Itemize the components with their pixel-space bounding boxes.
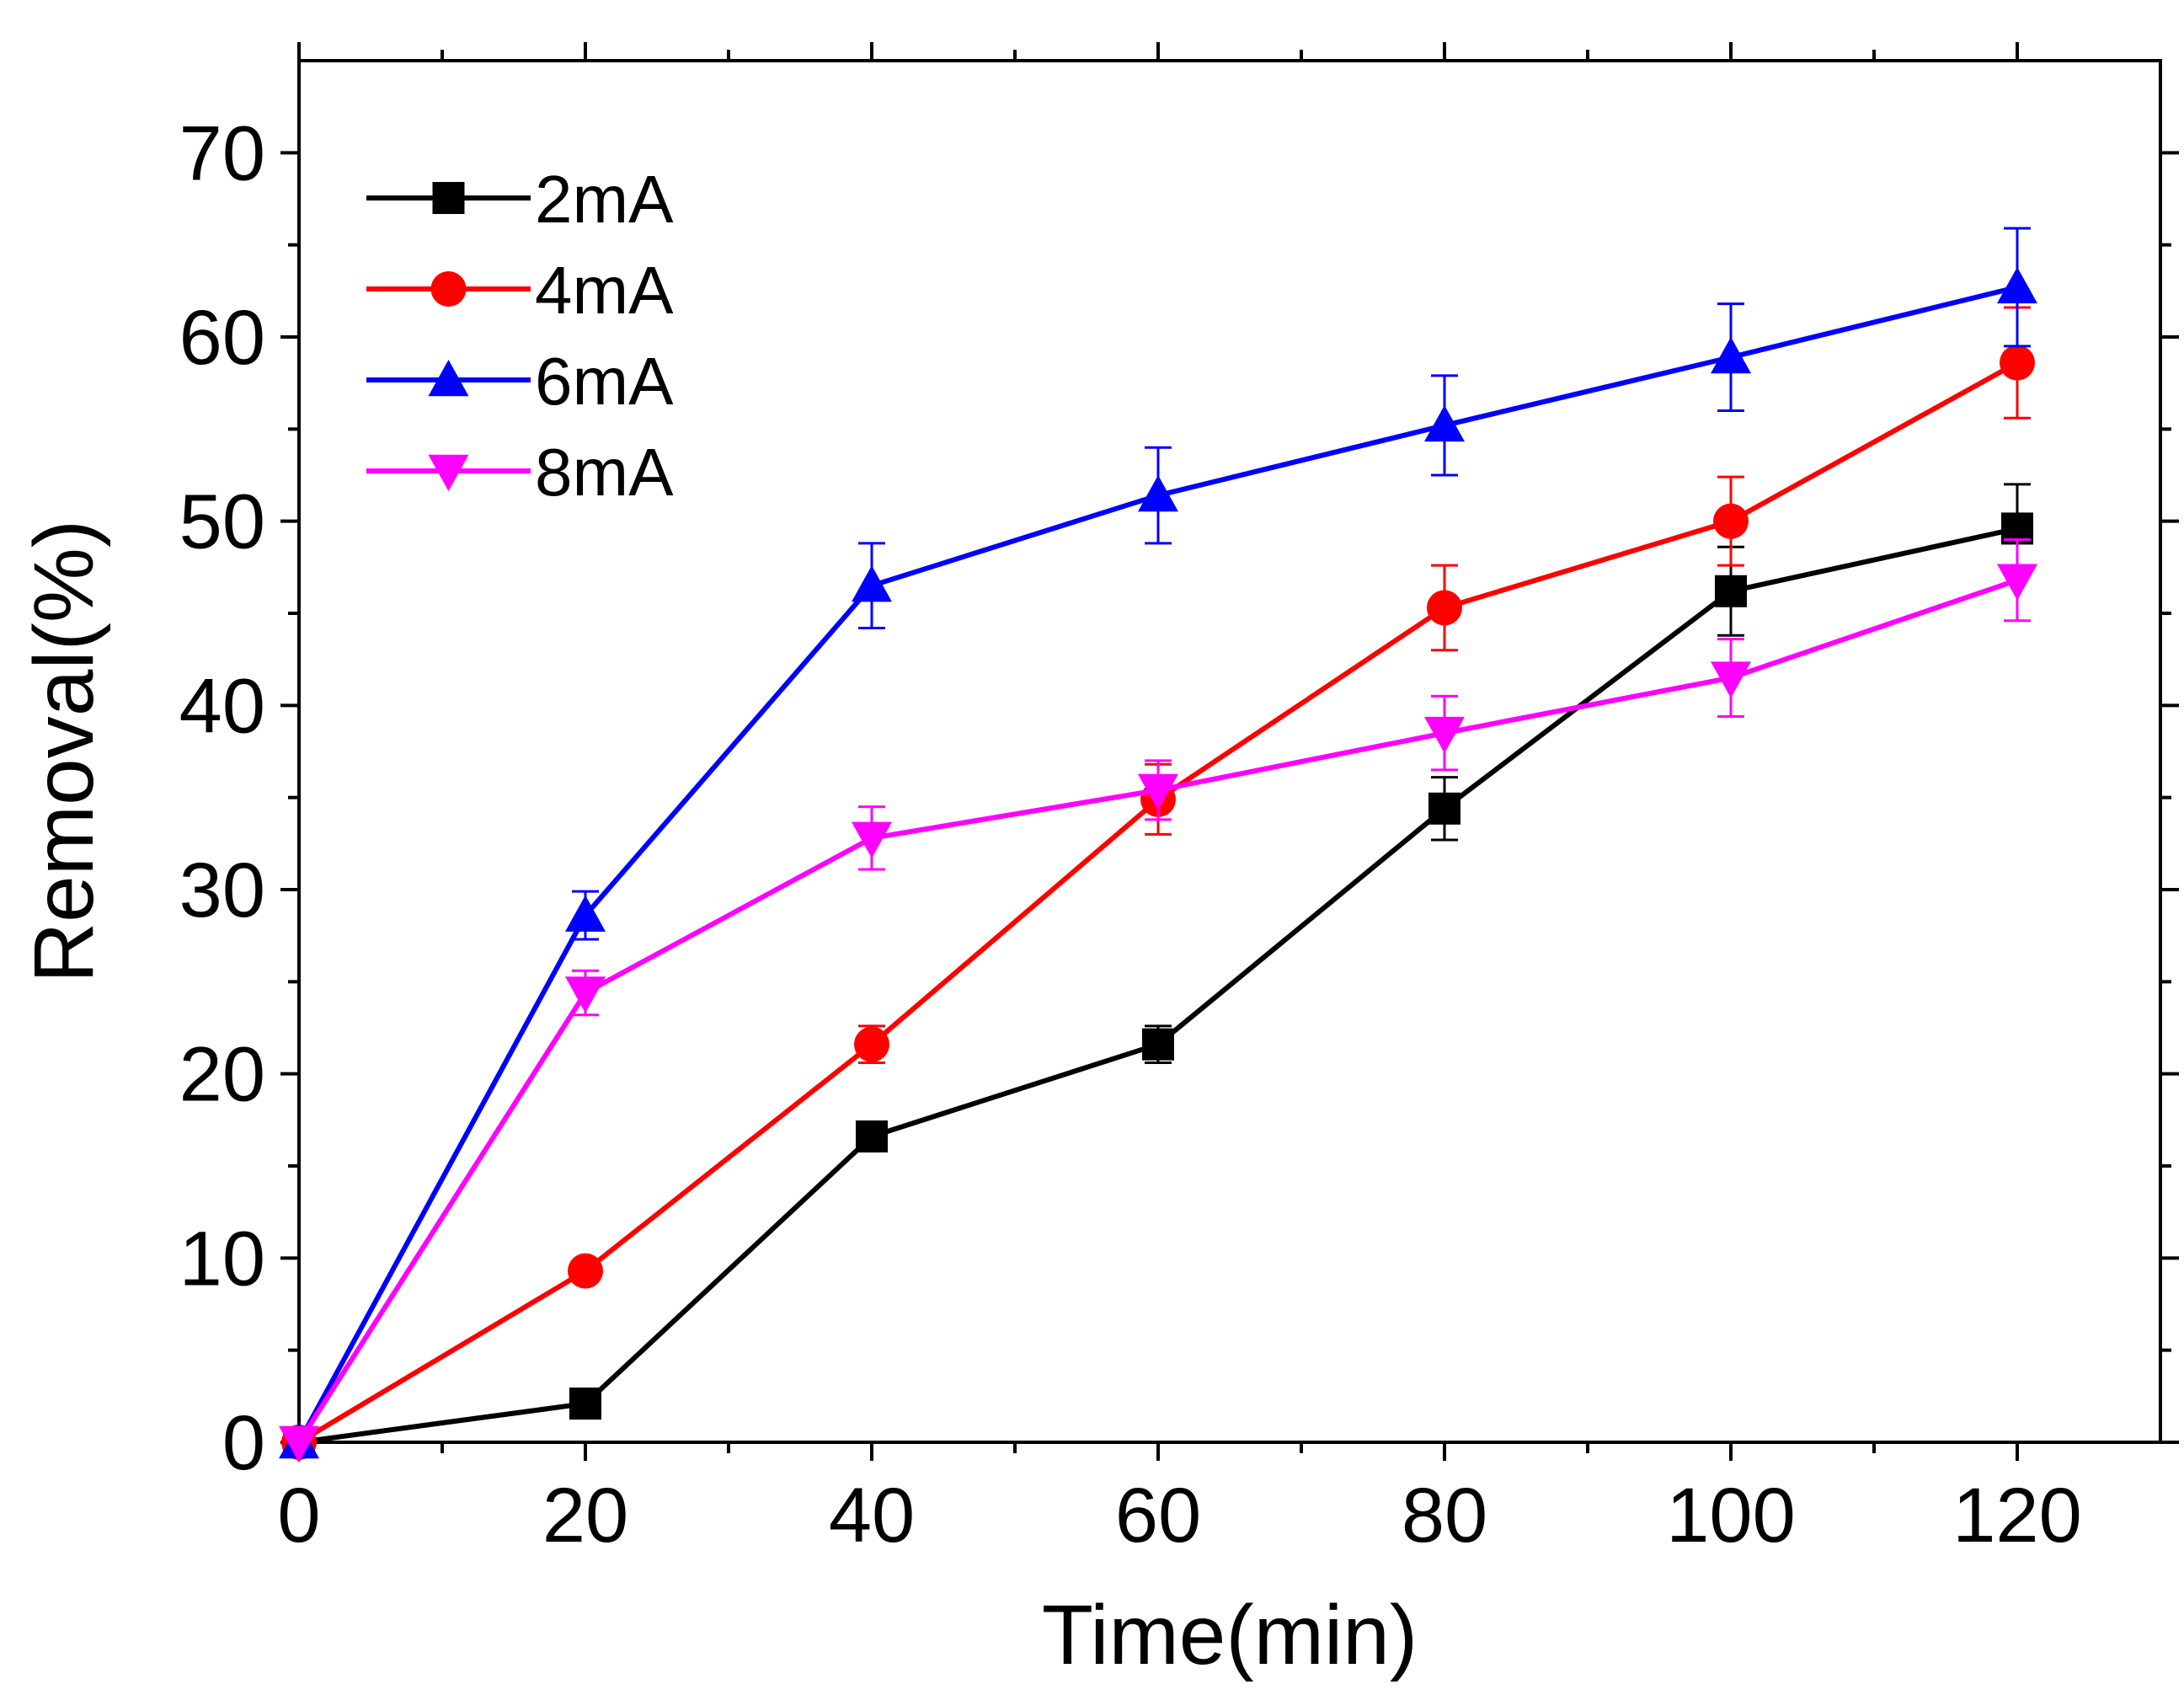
data-point <box>856 1120 888 1153</box>
data-point <box>852 821 892 858</box>
series-layer <box>279 227 2037 1462</box>
series-6mA <box>279 227 2037 1459</box>
legend-label: 4mA <box>535 253 674 328</box>
y-tick-label: 30 <box>179 848 265 933</box>
data-point <box>1138 773 1178 810</box>
data-point <box>854 1026 889 1062</box>
y-tick-label: 40 <box>179 663 265 749</box>
legend-label: 2mA <box>535 162 674 237</box>
legend-marker <box>432 182 465 214</box>
legend-marker <box>428 360 469 397</box>
x-tick-label: 20 <box>542 1473 628 1559</box>
data-point <box>1138 475 1178 512</box>
series-line <box>296 577 2018 1444</box>
legend-item: 2mA <box>366 162 674 237</box>
y-tick-label: 0 <box>222 1400 265 1486</box>
x-tick-label: 40 <box>829 1473 915 1559</box>
y-tick-label: 50 <box>179 479 265 565</box>
y-tick-label: 20 <box>179 1032 265 1118</box>
data-point <box>1427 590 1462 626</box>
x-tick-label: 0 <box>277 1473 320 1559</box>
data-point <box>1142 1028 1174 1061</box>
legend-marker <box>430 271 467 307</box>
legend-item: 8mA <box>366 435 674 510</box>
legend-label: 8mA <box>535 435 674 510</box>
data-point <box>1711 337 1751 374</box>
data-point <box>568 1253 603 1289</box>
data-point <box>852 565 892 602</box>
data-point <box>1424 716 1465 754</box>
data-point <box>1715 575 1747 607</box>
data-point <box>1713 503 1749 539</box>
axes-layer: 0 20 40 60 80 100 120 0 10 20 30 40 50 60 70 <box>179 42 2179 1559</box>
data-point <box>565 976 606 1013</box>
data-point <box>279 1425 319 1462</box>
plot-frame <box>297 59 2162 1444</box>
y-axis-title: Removal(%) <box>17 520 111 983</box>
legend: 2mA 4mA 6mA 8mA <box>366 162 674 510</box>
y-tick-label: 70 <box>179 110 265 196</box>
data-point <box>1711 661 1751 698</box>
data-point <box>1997 564 2037 601</box>
x-tick-label: 80 <box>1402 1473 1487 1559</box>
data-point <box>1997 266 2037 304</box>
data-point <box>1428 792 1460 825</box>
data-point <box>2000 345 2035 381</box>
x-axis-title: Time(min) <box>1042 1588 1418 1682</box>
legend-marker <box>428 454 469 491</box>
series-8mA <box>279 538 2037 1462</box>
legend-item: 4mA <box>366 253 674 328</box>
x-tick-label: 60 <box>1115 1473 1201 1559</box>
x-tick-label: 120 <box>1952 1473 2082 1559</box>
data-point <box>565 895 606 932</box>
y-tick-label: 10 <box>179 1216 265 1302</box>
legend-item: 6mA <box>366 344 674 419</box>
legend-label: 6mA <box>535 344 674 419</box>
data-point <box>569 1388 601 1420</box>
series-2mA <box>283 483 2033 1458</box>
data-point <box>1424 404 1465 442</box>
x-tick-label: 100 <box>1666 1473 1796 1559</box>
y-tick-label: 60 <box>179 295 265 381</box>
